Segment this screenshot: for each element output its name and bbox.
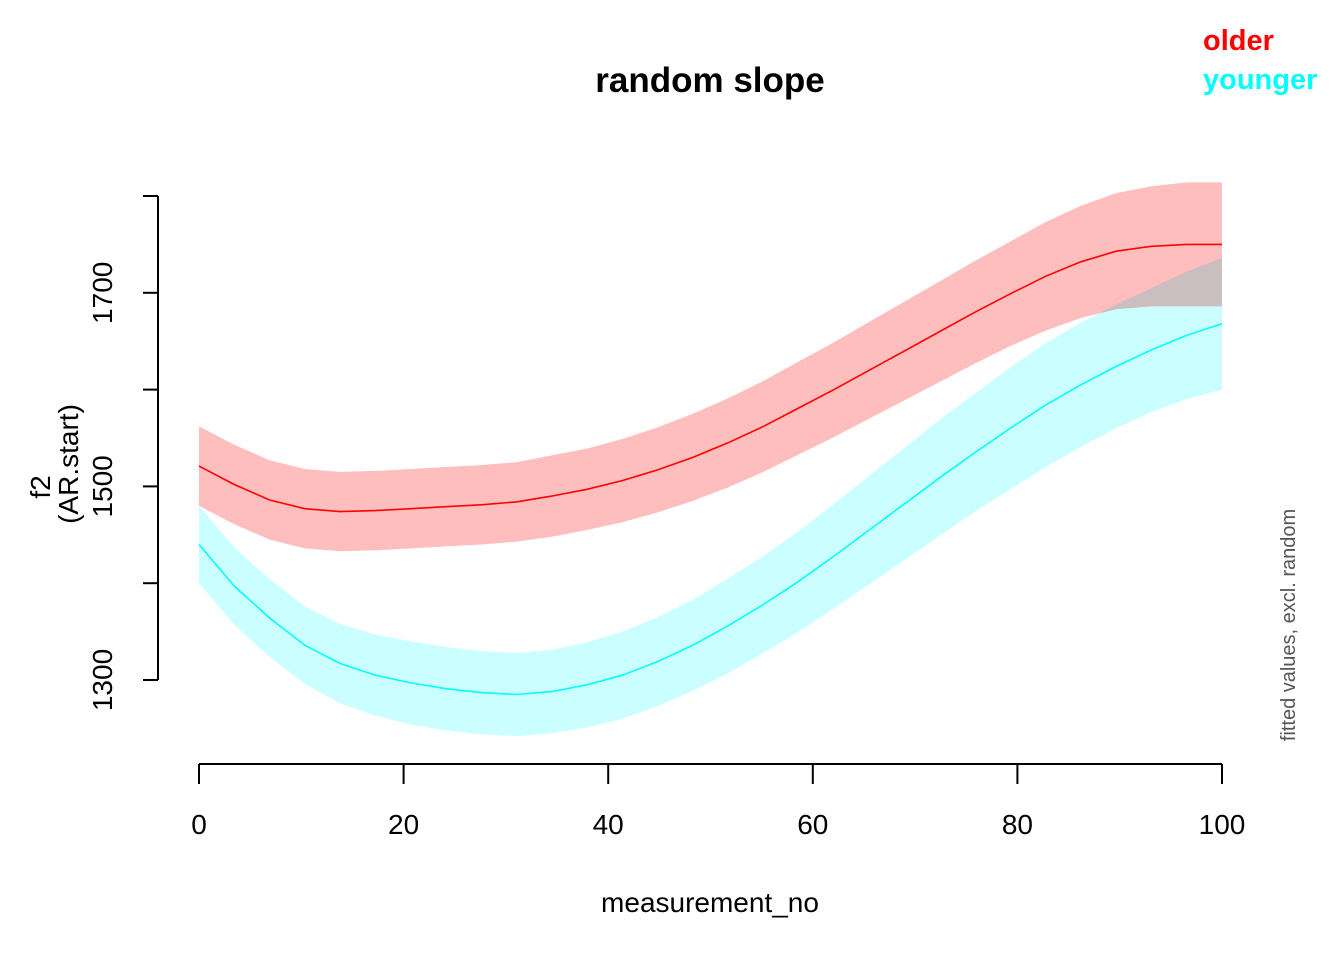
y-axis-label-2: (AR.start)	[53, 404, 84, 524]
chart-title: random slope	[595, 61, 824, 100]
x-tick-label-60: 60	[797, 809, 828, 840]
y-axis: 1300 1500 1700	[87, 195, 159, 711]
legend-older: older	[1203, 25, 1274, 57]
band-older	[199, 182, 1222, 552]
y-axis-label: f2	[25, 475, 56, 498]
x-tick-label-0: 0	[191, 809, 207, 840]
series-lines	[198, 243, 1223, 696]
y-tick-label-1300: 1300	[87, 649, 118, 711]
x-tick-label-80: 80	[1002, 809, 1033, 840]
band-younger	[199, 258, 1222, 737]
x-tick-label-100: 100	[1199, 809, 1246, 840]
x-tick-label-20: 20	[388, 809, 419, 840]
x-axis: 0 20 40 60 80 100	[191, 763, 1246, 840]
y-tick-label-1700: 1700	[87, 262, 118, 324]
line-younger	[198, 323, 1223, 696]
y-tick-label-1500: 1500	[87, 455, 118, 517]
x-axis-label: measurement_no	[601, 887, 819, 918]
confidence-bands	[199, 182, 1222, 737]
line-older	[198, 243, 1222, 513]
side-note: fitted values, excl. random	[1278, 509, 1300, 741]
x-tick-label-40: 40	[593, 809, 624, 840]
legend-younger: younger	[1203, 64, 1317, 96]
